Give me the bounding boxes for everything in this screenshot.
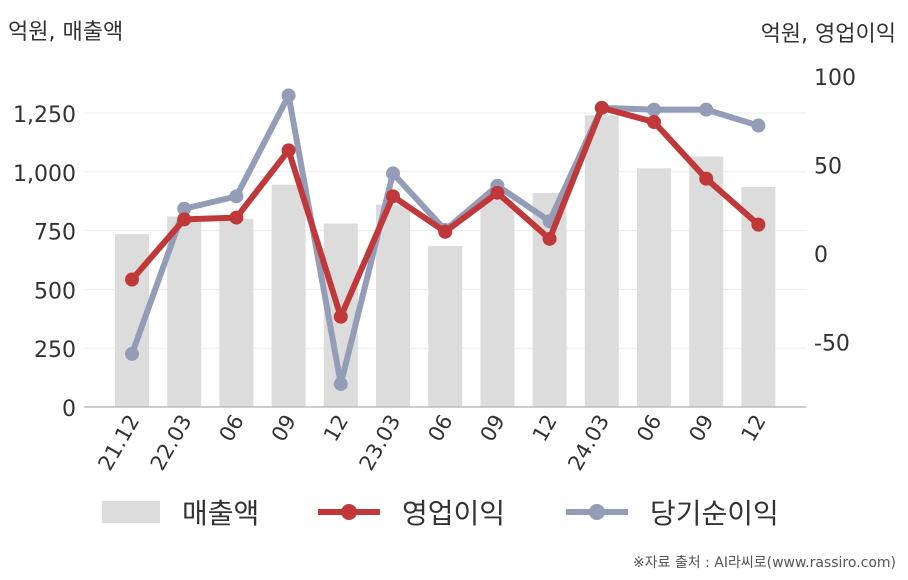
right-tick-label: 100 xyxy=(814,66,856,91)
point-net-income xyxy=(699,102,714,117)
left-tick-label: 250 xyxy=(34,338,76,363)
right-axis-unit: 억원, 영업이익 xyxy=(760,22,896,47)
left-tick-label: 1,000 xyxy=(13,162,76,187)
x-tick-label: 23.03 xyxy=(354,411,405,475)
point-operating-profit xyxy=(386,189,400,204)
point-net-income xyxy=(333,376,348,391)
x-tick-label: 24.03 xyxy=(563,411,614,475)
bar-revenue xyxy=(689,156,724,407)
legend-label-revenue: 매출액 xyxy=(182,497,260,530)
point-net-income xyxy=(751,118,766,133)
point-net-income xyxy=(229,189,244,204)
left-tick-label: 500 xyxy=(34,279,76,304)
bar-revenue xyxy=(219,218,254,407)
x-tick-label: 09 xyxy=(267,411,301,446)
source-note: ※자료 출처 : AI라씨로(www.rassiro.com) xyxy=(632,555,896,571)
point-net-income xyxy=(281,88,296,103)
point-operating-profit xyxy=(177,212,192,227)
x-tick-label: 06 xyxy=(632,411,666,446)
right-tick-label: -50 xyxy=(814,332,850,357)
point-net-income xyxy=(177,201,192,216)
x-tick-label: 12 xyxy=(528,411,562,446)
bar-revenue xyxy=(584,115,619,408)
bar-revenue xyxy=(428,245,463,407)
legend: 매출액 영업이익 당기순이익 xyxy=(0,492,908,536)
left-tick-label: 0 xyxy=(62,397,76,422)
bar-revenue xyxy=(637,168,671,407)
x-tick-label: 06 xyxy=(215,411,249,446)
point-operating-profit xyxy=(594,100,609,115)
bar-revenue xyxy=(271,184,306,407)
legend-item-net-income: 당기순이익 xyxy=(566,492,779,532)
point-operating-profit xyxy=(281,143,296,158)
left-tick-label: 750 xyxy=(34,221,76,246)
point-operating-profit xyxy=(751,217,766,232)
point-operating-profit xyxy=(229,210,244,225)
point-operating-profit xyxy=(333,309,348,324)
x-tick-label: 12 xyxy=(737,411,771,446)
bar-revenue xyxy=(376,204,410,407)
point-operating-profit xyxy=(438,224,453,239)
legend-swatch-operating-profit xyxy=(318,501,380,523)
x-tick-label: 06 xyxy=(423,411,457,446)
left-axis-unit: 억원, 매출액 xyxy=(8,20,124,45)
x-tick-label: 09 xyxy=(684,411,718,446)
legend-item-revenue: 매출액 xyxy=(102,492,259,532)
bar-revenue xyxy=(480,200,515,407)
right-tick-label: 0 xyxy=(814,243,828,268)
right-tick-label: 50 xyxy=(814,155,842,180)
point-operating-profit xyxy=(647,115,661,130)
point-operating-profit xyxy=(125,272,139,287)
point-net-income xyxy=(647,102,661,117)
point-net-income xyxy=(386,166,400,181)
x-tick-label: 22.03 xyxy=(146,411,197,475)
legend-label-operating-profit: 영업이익 xyxy=(402,497,506,530)
point-net-income xyxy=(125,346,139,361)
combo-chart: 0 250 500 750 1,000 1,250 -50 0 50 100 21.12 22.03 0… xyxy=(13,66,856,475)
legend-item-operating-profit: 영업이익 xyxy=(318,492,505,532)
point-operating-profit xyxy=(490,185,505,200)
point-operating-profit xyxy=(542,231,557,246)
legend-swatch-revenue xyxy=(102,501,160,523)
legend-swatch-net-income xyxy=(566,501,628,523)
x-tick-label: 12 xyxy=(319,411,353,446)
x-tick-label: 09 xyxy=(476,411,510,446)
x-tick-label: 21.12 xyxy=(93,411,144,475)
left-tick-label: 1,250 xyxy=(13,103,76,128)
legend-label-net-income: 당기순이익 xyxy=(650,497,779,530)
point-operating-profit xyxy=(699,171,714,186)
